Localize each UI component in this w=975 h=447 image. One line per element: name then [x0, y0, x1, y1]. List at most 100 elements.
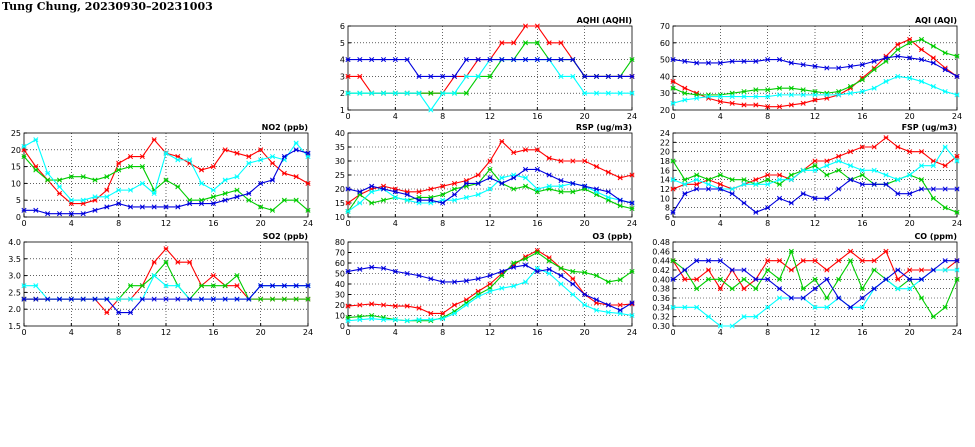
data-point: [404, 197, 410, 203]
data-point: [570, 158, 576, 164]
data-point: [836, 92, 842, 98]
y-tick-label: 0.42: [652, 266, 670, 275]
x-tick-label: 24: [303, 328, 313, 337]
data-point: [741, 200, 747, 206]
data-point: [522, 147, 529, 153]
data-point: [954, 209, 960, 215]
data-point: [729, 186, 735, 192]
data-point: [151, 204, 157, 210]
data-point: [187, 259, 193, 265]
data-point: [812, 97, 818, 103]
data-point: [907, 286, 913, 292]
data-point: [463, 57, 469, 63]
data-point: [847, 149, 854, 155]
y-tick-label: 15: [335, 199, 345, 208]
data-point: [258, 204, 264, 210]
data-point: [475, 172, 481, 178]
data-point: [357, 266, 363, 272]
data-point: [246, 153, 252, 160]
data-point: [765, 181, 771, 187]
data-point: [930, 314, 936, 320]
data-point: [546, 258, 552, 264]
data-point: [954, 267, 960, 273]
data-point: [258, 296, 264, 302]
data-point: [859, 144, 865, 150]
data-point: [163, 246, 169, 252]
data-point: [116, 167, 122, 173]
data-point: [582, 291, 588, 298]
data-point: [895, 46, 901, 53]
y-tick-label: 0: [16, 213, 21, 222]
data-point: [45, 170, 51, 176]
data-point: [593, 307, 600, 313]
data-point: [717, 258, 723, 264]
data-point: [440, 316, 446, 322]
data-point: [907, 40, 913, 46]
x-tick-label: 4: [69, 328, 74, 337]
data-point: [859, 88, 865, 95]
data-point: [151, 137, 157, 143]
data-point: [570, 57, 576, 63]
data-point: [546, 57, 552, 63]
data-point: [847, 258, 854, 264]
data-point: [942, 88, 948, 95]
data-point: [56, 190, 63, 197]
data-point: [593, 164, 600, 170]
data-point: [116, 296, 122, 302]
data-point: [694, 177, 700, 183]
data-point: [717, 323, 723, 329]
y-tick-label: 30: [335, 291, 345, 300]
data-point: [883, 276, 889, 282]
data-point: [269, 177, 276, 183]
y-tick-label: 10: [335, 312, 345, 321]
y-tick-label: 3: [340, 72, 345, 81]
data-point: [705, 181, 712, 187]
data-point: [670, 258, 676, 264]
data-point: [511, 186, 517, 192]
data-point: [629, 206, 635, 212]
data-point: [416, 305, 422, 311]
data-point: [404, 303, 410, 309]
data-point: [694, 172, 700, 178]
data-point: [605, 309, 611, 315]
y-tick-label: 30: [335, 157, 345, 166]
data-point: [729, 323, 735, 329]
data-point: [33, 207, 39, 213]
data-point: [694, 186, 700, 192]
data-point: [582, 73, 588, 79]
data-point: [522, 256, 529, 262]
data-point: [605, 189, 611, 195]
data-point: [511, 57, 517, 63]
data-point: [139, 204, 145, 210]
data-point: [883, 172, 889, 178]
data-point: [428, 317, 434, 323]
data-point: [345, 57, 351, 63]
y-tick-label: 12: [660, 185, 670, 194]
chart-title: CO (ppm): [914, 232, 957, 241]
data-point: [522, 279, 529, 285]
data-point: [670, 78, 676, 84]
y-tick-label: 3.5: [8, 255, 21, 264]
data-point: [800, 286, 806, 292]
data-point: [776, 295, 783, 301]
y-tick-label: 35: [335, 143, 345, 152]
data-point: [440, 200, 446, 206]
data-point: [21, 153, 27, 160]
data-point: [246, 296, 252, 302]
data-point: [451, 192, 458, 198]
data-point: [127, 204, 134, 210]
data-point: [127, 153, 134, 160]
data-point: [729, 286, 735, 292]
data-point: [56, 211, 63, 217]
data-point: [534, 186, 540, 192]
y-tick-label: 25: [11, 129, 21, 138]
data-point: [258, 180, 264, 186]
data-point: [836, 65, 842, 71]
x-tick-label: 0: [345, 112, 350, 121]
data-point: [918, 149, 925, 155]
data-point: [546, 155, 552, 161]
data-point: [428, 107, 434, 113]
data-point: [582, 183, 588, 189]
data-point: [258, 283, 264, 289]
